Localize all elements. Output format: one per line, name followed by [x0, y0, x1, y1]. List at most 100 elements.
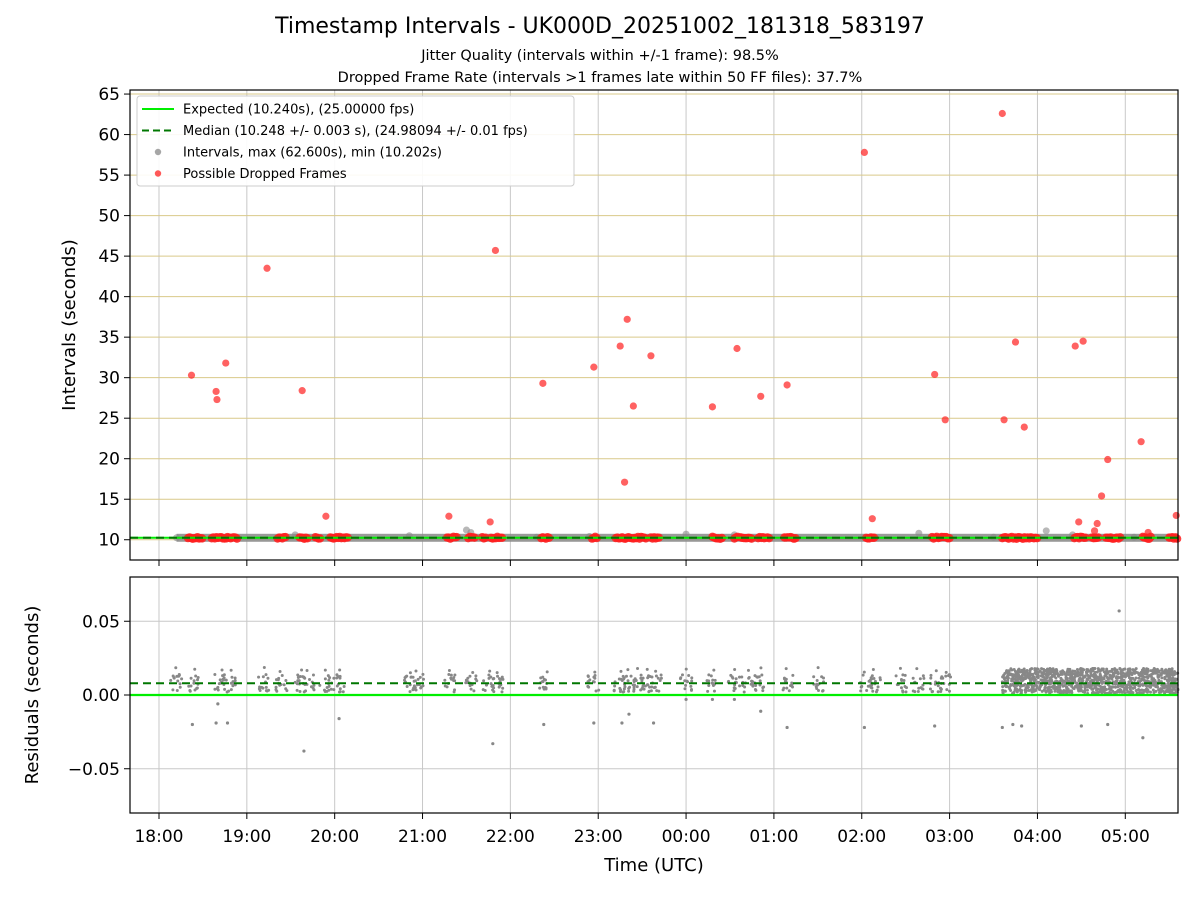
- dropped-frame-point: [708, 403, 717, 411]
- residual-point: [762, 685, 766, 689]
- residual-point: [1023, 677, 1027, 681]
- residual-point: [175, 689, 179, 693]
- residual-point: [1035, 686, 1039, 690]
- residual-point: [223, 687, 227, 691]
- residual-point: [278, 670, 282, 674]
- residual-point: [913, 690, 917, 694]
- residual-point: [1146, 676, 1150, 680]
- residual-point: [1020, 724, 1024, 728]
- residual-point: [1014, 687, 1018, 691]
- residual-point: [705, 679, 709, 683]
- residual-point: [1146, 689, 1150, 693]
- residual-point: [1150, 676, 1154, 680]
- legend-box: [136, 95, 575, 187]
- residual-point: [472, 689, 476, 693]
- residual-point: [684, 697, 688, 702]
- residual-point: [495, 671, 499, 675]
- bottom-plot-marks: [130, 609, 1180, 753]
- residual-point: [761, 689, 765, 693]
- residual-point: [1001, 675, 1005, 679]
- residual-point: [1076, 674, 1080, 678]
- residual-point: [1097, 668, 1101, 672]
- residual-point: [1030, 685, 1034, 689]
- residual-point: [859, 689, 863, 693]
- residual-point: [1010, 677, 1014, 681]
- residual-point: [1149, 685, 1153, 689]
- residual-point: [468, 684, 472, 688]
- top-y-tick-label: 15: [98, 490, 120, 510]
- interval-point: [915, 529, 923, 537]
- residual-point: [258, 685, 262, 689]
- residual-point: [1005, 684, 1009, 688]
- residual-point: [474, 674, 478, 678]
- residual-point: [233, 679, 237, 683]
- residual-point: [227, 689, 231, 693]
- residual-point: [1052, 672, 1056, 676]
- residual-point: [871, 689, 875, 693]
- dropped-frame-point: [322, 512, 330, 520]
- residual-point: [1080, 671, 1084, 675]
- residual-point: [588, 678, 592, 682]
- residual-point: [651, 721, 656, 725]
- residual-point: [1075, 671, 1079, 675]
- residual-point: [812, 675, 816, 679]
- residual-point: [1133, 686, 1137, 690]
- residual-point: [233, 676, 237, 680]
- residual-point: [296, 673, 300, 677]
- residual-point: [646, 683, 650, 687]
- residual-point: [1153, 668, 1157, 672]
- residual-point: [328, 676, 332, 680]
- residual-point: [1000, 725, 1004, 730]
- residual-point: [640, 677, 644, 681]
- residual-point: [449, 673, 453, 677]
- residual-point: [1146, 667, 1150, 671]
- residual-point: [872, 676, 876, 680]
- residual-point: [229, 668, 233, 672]
- residual-point: [617, 677, 621, 681]
- residual-point: [784, 667, 788, 671]
- top-y-axis-label: Intervals (seconds): [59, 239, 80, 411]
- residual-point: [1050, 679, 1054, 683]
- residual-point: [627, 689, 631, 693]
- residual-point: [929, 673, 933, 677]
- residual-point: [632, 685, 636, 689]
- residual-point: [332, 688, 336, 692]
- residual-point: [325, 689, 329, 693]
- residual-point: [1067, 670, 1071, 674]
- residual-point: [1113, 682, 1117, 686]
- residual-point: [1098, 673, 1102, 677]
- residual-point: [586, 674, 590, 678]
- top-y-tick-label: 20: [98, 450, 120, 470]
- residual-point: [1151, 688, 1155, 692]
- residual-point: [469, 687, 473, 691]
- residual-point: [1047, 679, 1051, 683]
- residual-point: [1043, 685, 1047, 689]
- residual-point: [901, 673, 905, 677]
- dropped-frame-point: [213, 395, 221, 404]
- dropped-frame-point: [486, 518, 494, 526]
- residual-point: [1120, 690, 1124, 694]
- residual-point: [1098, 687, 1102, 691]
- residual-point: [1151, 669, 1155, 673]
- dropped-frame-point: [212, 387, 220, 396]
- residual-point: [311, 673, 315, 677]
- residual-point: [1048, 676, 1052, 680]
- residual-point: [1070, 691, 1074, 695]
- residual-point: [193, 688, 197, 692]
- residual-point: [402, 678, 406, 682]
- residual-point: [1032, 679, 1036, 683]
- residual-point: [1077, 686, 1081, 690]
- residual-point: [447, 673, 451, 677]
- residual-point: [689, 688, 693, 692]
- residual-point: [178, 682, 182, 686]
- residual-point: [264, 673, 268, 677]
- residual-point: [332, 676, 336, 680]
- residual-point: [178, 685, 182, 689]
- residual-point: [468, 674, 472, 678]
- residual-point: [1026, 685, 1030, 689]
- residual-point: [944, 674, 948, 678]
- dropped-frame-point: [783, 381, 791, 389]
- residual-point: [542, 722, 546, 727]
- residual-point: [1127, 680, 1131, 684]
- dropped-frame-point: [733, 344, 741, 353]
